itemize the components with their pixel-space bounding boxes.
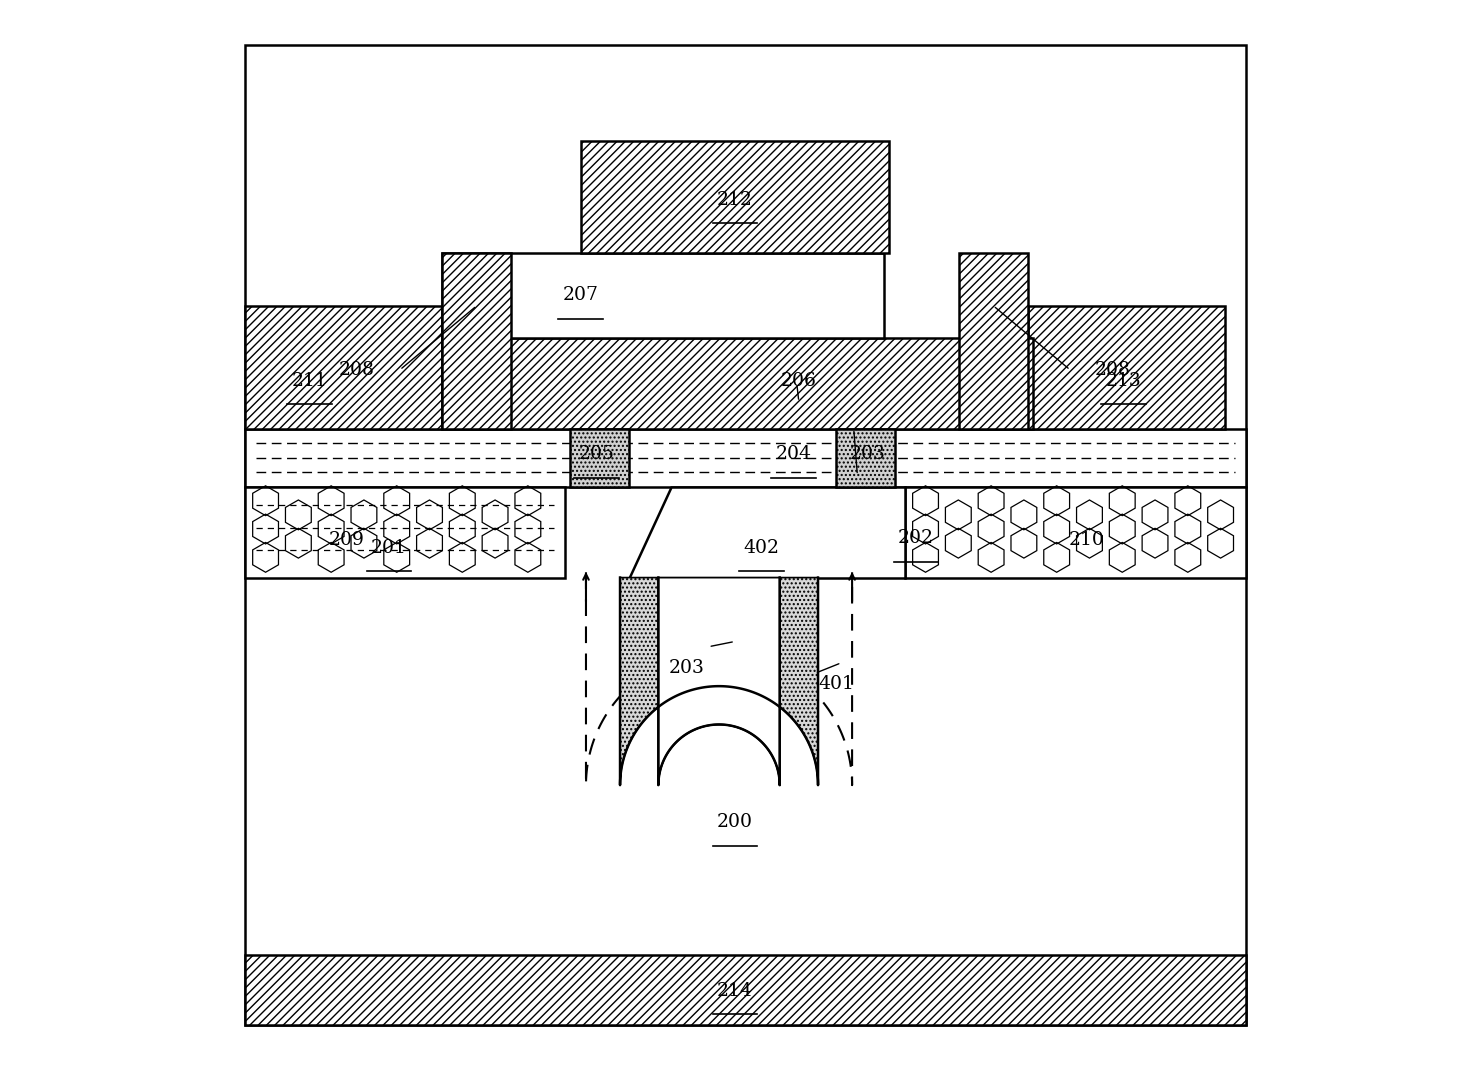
Bar: [245, 429, 1247, 487]
Text: 214: 214: [717, 981, 753, 999]
Text: 205: 205: [579, 445, 614, 463]
Polygon shape: [629, 487, 906, 578]
Bar: [958, 253, 1028, 429]
Text: 211: 211: [291, 371, 328, 389]
Bar: [570, 429, 629, 487]
Text: 208: 208: [340, 361, 375, 379]
Text: 209: 209: [328, 532, 365, 549]
Bar: [442, 253, 883, 338]
Text: 208: 208: [1095, 361, 1130, 379]
Bar: [245, 956, 1247, 1025]
Bar: [245, 487, 564, 578]
Text: 203: 203: [850, 445, 886, 463]
Polygon shape: [620, 578, 817, 785]
Text: 203: 203: [669, 659, 706, 677]
Bar: [245, 306, 442, 429]
Text: 206: 206: [781, 371, 817, 389]
Text: 210: 210: [1069, 532, 1104, 549]
Text: 207: 207: [563, 287, 598, 305]
Bar: [1028, 306, 1225, 429]
Bar: [906, 487, 1247, 578]
Text: 204: 204: [776, 445, 811, 463]
Bar: [836, 429, 895, 487]
Text: 213: 213: [1105, 371, 1141, 389]
Text: 202: 202: [898, 530, 933, 547]
Text: 402: 402: [744, 539, 779, 556]
Text: 200: 200: [717, 813, 753, 831]
Text: 212: 212: [717, 190, 753, 209]
Polygon shape: [659, 578, 779, 785]
Bar: [581, 141, 889, 253]
Bar: [442, 253, 512, 429]
Text: 201: 201: [370, 539, 407, 556]
Text: 401: 401: [819, 675, 854, 693]
Bar: [442, 338, 1033, 429]
